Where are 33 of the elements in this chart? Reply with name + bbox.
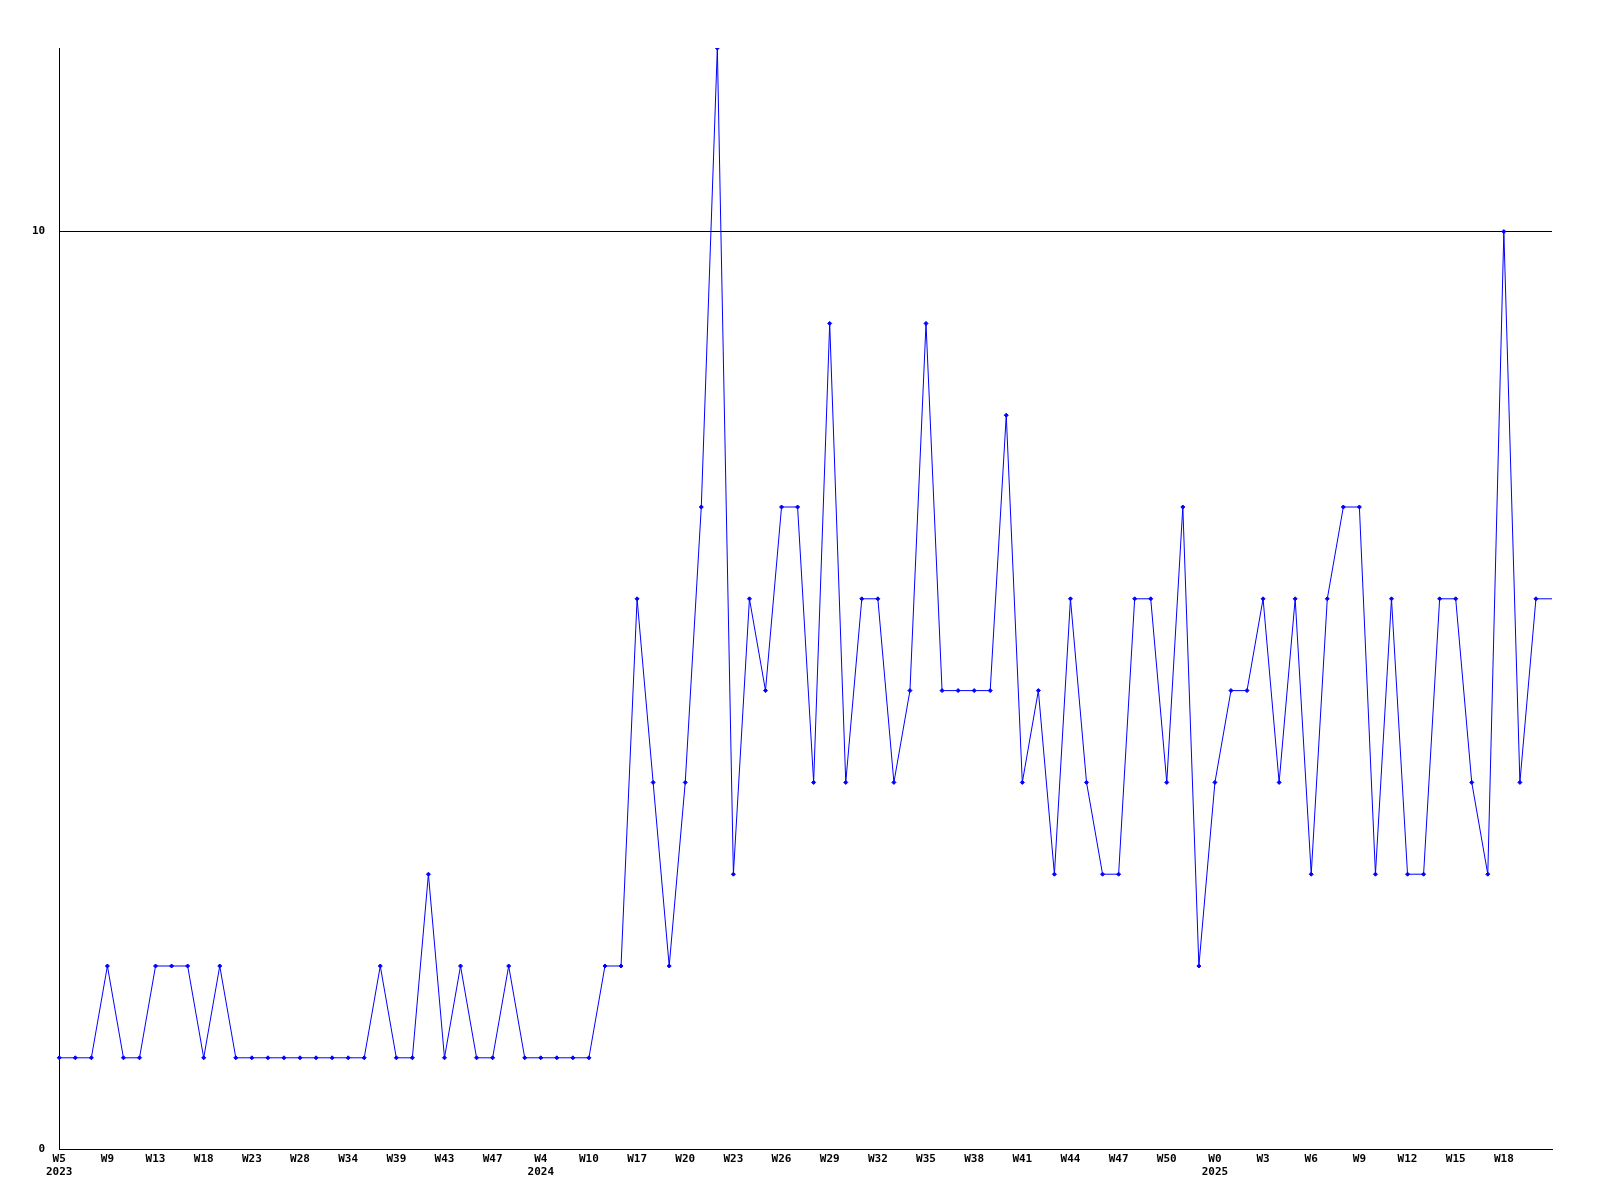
x-tick-label: W13 xyxy=(145,1152,166,1166)
x-tick-label: W44 xyxy=(1060,1152,1081,1166)
x-tick-label: W15 xyxy=(1445,1152,1466,1166)
x-tick-label: W47 xyxy=(1108,1152,1129,1166)
x-tick-label: W23 xyxy=(723,1152,744,1166)
x-tick-label: W26 xyxy=(771,1152,792,1166)
x-tick-label: W0 2025 xyxy=(1201,1152,1229,1179)
x-tick-label: W29 xyxy=(819,1152,840,1166)
x-tick-label: W4 2024 xyxy=(527,1152,555,1179)
x-tick-label: W23 xyxy=(241,1152,262,1166)
y-tick-label: 10 xyxy=(32,224,46,238)
x-tick-label: W47 xyxy=(482,1152,503,1166)
x-tick-label: W20 xyxy=(675,1152,696,1166)
x-tick-label: W35 xyxy=(916,1152,936,1166)
x-tick-label: W18 xyxy=(1493,1152,1514,1166)
x-tick-label: W3 xyxy=(1256,1152,1270,1166)
y-tick-label: 0 xyxy=(38,1142,46,1156)
x-tick-label: W18 xyxy=(193,1152,214,1166)
x-tick-label: W9 xyxy=(100,1152,115,1166)
x-tick-label: W5 2023 xyxy=(46,1152,73,1179)
x-tick-label: W10 xyxy=(578,1152,599,1166)
x-tick-label: W38 xyxy=(964,1152,985,1166)
x-tick-label: W17 xyxy=(627,1152,648,1166)
x-tick-label: W9 xyxy=(1352,1152,1367,1166)
x-tick-label: W39 xyxy=(386,1152,407,1166)
x-tick-label: W50 xyxy=(1156,1152,1177,1166)
x-tick-label: W28 xyxy=(290,1152,310,1166)
x-tick-label: W32 xyxy=(867,1152,888,1166)
x-tick-label: W6 xyxy=(1304,1152,1319,1166)
x-tick-label: W43 xyxy=(434,1152,455,1166)
x-tick-label: W41 xyxy=(1012,1152,1033,1166)
x-tick-label: W12 xyxy=(1397,1152,1418,1166)
x-tick-label: W34 xyxy=(338,1152,359,1166)
